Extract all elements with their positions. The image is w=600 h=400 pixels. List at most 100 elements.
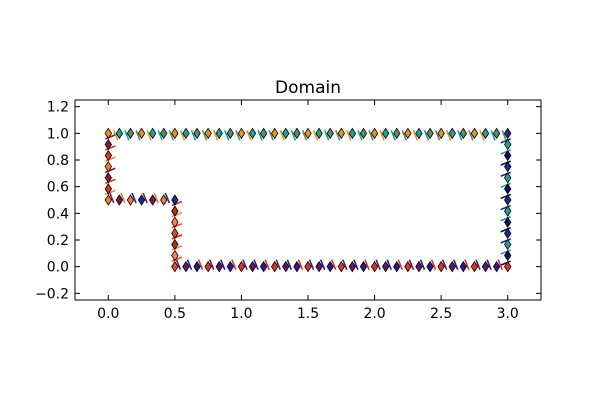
boundary-point-2-10 (393, 260, 401, 273)
boundary-point-0-30 (437, 127, 445, 140)
normal-line-3-1 (171, 245, 183, 251)
normal-line-0-7 (190, 130, 197, 141)
boundary-point-2-24 (237, 260, 246, 273)
normal-line-0-3 (146, 130, 152, 141)
boundary-point-0-10 (215, 127, 223, 140)
boundary-point-0-26 (393, 127, 401, 140)
normal-line-0-0 (113, 130, 119, 141)
boundary-point-2-22 (259, 260, 268, 273)
normal-line-2-22 (253, 259, 259, 270)
normal-line-3-4 (171, 211, 183, 218)
normal-line-0-1 (124, 130, 130, 141)
x-tick-label: 0.5 (164, 306, 186, 322)
normal-line-2-10 (386, 259, 392, 270)
boundary-point-1-1 (504, 138, 512, 151)
normal-line-0-20 (334, 130, 341, 141)
boundary-point-3-1 (171, 249, 179, 262)
normal-line-0-10 (224, 130, 230, 141)
normal-line-0-32 (468, 130, 474, 141)
boundary-point-2-8 (415, 260, 423, 273)
boundary-point-0-27 (404, 127, 412, 140)
normal-line-5-0 (104, 189, 116, 196)
normal-line-2-9 (397, 259, 404, 270)
boundary-point-0-7 (182, 127, 190, 140)
normal-line-2-14 (342, 259, 348, 270)
normal-line-2-11 (375, 259, 381, 270)
normal-line-2-15 (330, 259, 337, 270)
y-tick-label: 0.2 (47, 233, 69, 249)
boundary-point-0-1 (115, 127, 124, 140)
boundary-point-2-19 (293, 260, 301, 273)
y-tick-label: 1.0 (47, 126, 69, 142)
normal-line-0-19 (323, 130, 330, 141)
normal-line-4-3 (131, 192, 137, 204)
boundary-point-5-0 (104, 194, 112, 206)
boundary-point-1-2 (504, 149, 512, 162)
normal-line-2-16 (319, 259, 326, 270)
normal-line-0-11 (235, 130, 241, 141)
boundary-point-0-6 (171, 127, 179, 140)
boundary-point-4-2 (148, 194, 157, 206)
boundary-point-5-4 (104, 149, 112, 162)
normal-line-2-19 (286, 259, 293, 270)
boundary-point-2-3 (470, 260, 479, 273)
boundary-point-2-14 (348, 260, 357, 273)
axes: 0.0 0.5 1.0 1.5 2.0 2.5 3.0 −0.2 0.0 0.2 0.4 0.6 0.8… (35, 99, 542, 322)
normal-line-1-7 (500, 215, 512, 222)
boundary-point-2-12 (370, 260, 379, 273)
normal-line-1-6 (500, 204, 512, 211)
normal-line-0-6 (179, 130, 186, 141)
boundary-point-1-6 (504, 194, 512, 206)
y-tick-label: 0.0 (47, 260, 69, 276)
normal-line-2-12 (364, 259, 370, 270)
boundary-point-0-16 (282, 127, 290, 140)
normal-line-2-18 (297, 259, 304, 270)
normal-line-2-29 (175, 259, 182, 270)
boundary-point-0-32 (459, 127, 468, 140)
normal-line-1-2 (500, 160, 512, 166)
normal-line-0-21 (346, 130, 352, 141)
boundary-point-0-31 (448, 127, 456, 140)
boundary-point-1-5 (504, 183, 512, 195)
normal-line-0-22 (357, 130, 363, 141)
boundary-point-0-22 (348, 127, 357, 140)
x-tick-label: 1.0 (230, 306, 252, 322)
boundary-point-0-4 (148, 127, 157, 140)
x-tick-label: 2.5 (430, 306, 452, 322)
boundary-point-0-18 (304, 127, 312, 140)
boundary-point-0-13 (248, 127, 257, 140)
boundary-point-0-14 (259, 127, 268, 140)
boundary-point-1-7 (504, 205, 512, 217)
normal-line-2-0 (497, 259, 503, 270)
normal-line-4-5 (109, 192, 115, 204)
boundary-point-2-5 (448, 260, 456, 273)
boundary-points (104, 127, 512, 273)
boundary-point-0-29 (426, 127, 434, 140)
x-tick-label: 1.5 (297, 306, 319, 322)
boundary-point-4-3 (137, 194, 146, 206)
boundary-point-2-17 (315, 260, 323, 273)
normal-line-5-5 (104, 134, 116, 140)
normal-line-0-30 (445, 130, 452, 141)
boundary-point-5-3 (104, 160, 112, 173)
normal-line-3-5 (171, 200, 183, 207)
normal-line-0-12 (246, 130, 252, 141)
y-tick-label: 0.4 (47, 206, 69, 222)
normal-line-0-29 (434, 130, 441, 141)
boundary-point-2-13 (359, 260, 368, 273)
boundary-point-1-0 (504, 127, 512, 140)
x-tick-label: 3.0 (497, 306, 519, 322)
normal-line-0-17 (301, 130, 308, 141)
boundary-point-2-2 (481, 260, 490, 273)
normal-line-4-1 (153, 192, 159, 204)
normal-line-1-0 (500, 138, 512, 144)
normal-line-0-16 (290, 130, 297, 141)
boundary-point-0-17 (293, 127, 301, 140)
normal-line-2-25 (220, 259, 226, 270)
normal-line-2-2 (475, 259, 481, 270)
normal-line-0-8 (201, 130, 208, 141)
boundary-point-0-19 (315, 127, 323, 140)
y-tick-label: 1.2 (47, 100, 69, 116)
boundary-point-0-23 (359, 127, 368, 140)
